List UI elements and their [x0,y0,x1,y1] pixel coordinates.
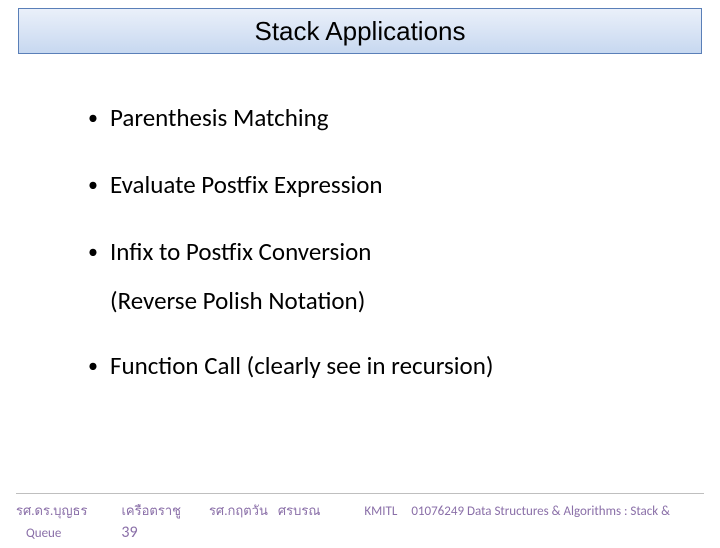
footer-divider [16,493,704,494]
footer-course: 01076249 Data Structures & Algorithms : … [411,504,670,519]
footer-author2: รศ.กฤตวัน [209,500,268,521]
page-number: 39 [121,523,137,542]
bullet-text: Infix to Postfix Conversion [110,236,371,267]
footer-row-1: รศ.ดร.บุญธร เครือตราชู รศ.กฤตวัน ศรบรณ K… [12,500,708,521]
slide-footer: รศ.ดร.บุญธร เครือตราชู รศ.กฤตวัน ศรบรณ K… [0,493,720,542]
slide-title-box: Stack Applications [18,8,702,54]
slide-title: Stack Applications [254,16,465,47]
bullet-item: • Infix to Postfix Conversion [88,236,720,267]
bullet-icon: • [88,175,98,195]
bullet-icon: • [88,108,98,128]
bullet-icon: • [88,242,98,262]
bullet-text: Parenthesis Matching [110,102,329,133]
bullet-text: Evaluate Postfix Expression [110,169,383,200]
footer-author1: รศ.ดร.บุญธร [16,500,87,521]
footer-author1b: เครือตราชู [121,500,180,521]
bullet-item: • Evaluate Postfix Expression [88,169,720,200]
bullet-item: • Function Call (clearly see in recursio… [88,350,720,381]
subtext: (Reverse Polish Notation) [110,285,365,316]
footer-queue: Queue [26,526,61,541]
footer-author2b: ศรบรณ [278,500,321,521]
bullet-item: • Parenthesis Matching [88,102,720,133]
footer-institution: KMITL [364,504,397,519]
footer-row-2: Queue 39 [12,523,708,542]
bullet-text: Function Call (clearly see in recursion) [110,350,493,381]
slide-content: • Parenthesis Matching • Evaluate Postfi… [0,54,720,381]
bullet-icon: • [88,356,98,376]
bullet-subtext: (Reverse Polish Notation) [88,285,720,316]
